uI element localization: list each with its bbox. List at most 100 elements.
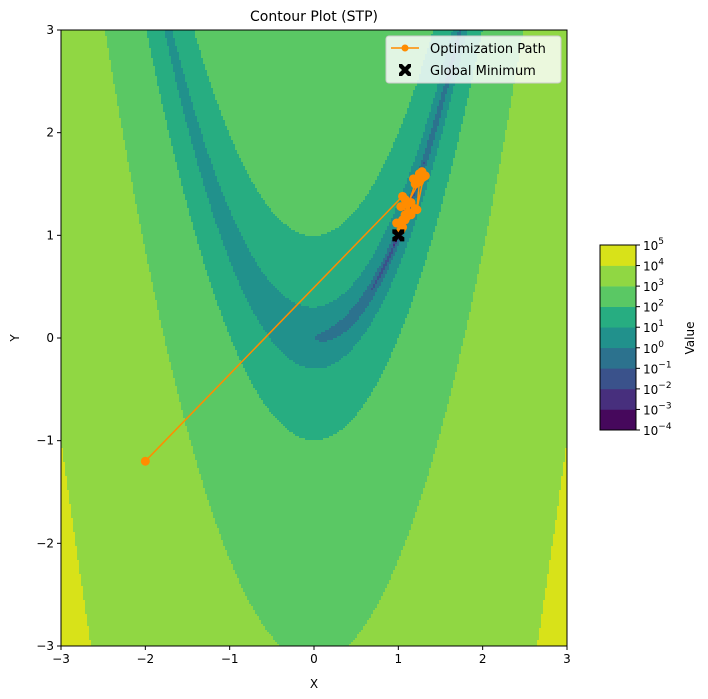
contour-band-cell	[61, 532, 75, 535]
contour-band-cell	[151, 54, 169, 57]
contour-band-cell	[235, 148, 391, 151]
contour-band-cell	[251, 254, 373, 257]
contour-band-cell	[213, 216, 233, 219]
contour-band-cell	[201, 50, 427, 53]
contour-band-cell	[131, 174, 179, 177]
contour-band-cell	[201, 56, 425, 59]
contour-band-cell	[229, 556, 399, 559]
contour-bands	[61, 30, 567, 646]
contour-band-cell	[61, 206, 137, 209]
contour-band-cell	[397, 268, 423, 271]
contour-band-cell	[473, 294, 567, 297]
contour-band-cell	[349, 352, 391, 355]
contour-band-cell	[61, 638, 89, 641]
contour-band-cell	[451, 168, 499, 171]
contour-band-cell	[61, 274, 151, 277]
contour-band-cell	[85, 604, 251, 607]
contour-band-cell	[285, 426, 345, 429]
contour-band-cell	[407, 108, 431, 111]
contour-band-cell	[543, 602, 567, 605]
contour-band-cell	[211, 206, 229, 209]
contour-band-cell	[169, 358, 239, 361]
contour-band-cell	[255, 258, 371, 261]
contour-band-cell	[185, 116, 197, 119]
contour-band-cell	[299, 436, 329, 439]
contour-band-cell	[61, 146, 125, 149]
contour-band-cell	[61, 224, 141, 227]
contour-band-cell	[435, 452, 565, 455]
contour-band-cell	[541, 626, 567, 629]
contour-band-cell	[225, 322, 259, 325]
contour-band-cell	[461, 124, 507, 127]
contour-band-cell	[177, 50, 201, 53]
contour-band-cell	[393, 348, 461, 351]
contour-band-cell	[225, 196, 261, 199]
contour-band-cell	[71, 508, 211, 511]
contour-band-cell	[523, 34, 567, 37]
contour-band-cell	[441, 134, 459, 137]
contour-band-cell	[61, 140, 125, 143]
contour-band-cell	[237, 150, 391, 153]
contour-band-cell	[201, 130, 229, 133]
contour-band-cell	[405, 226, 413, 229]
y-tick-label: −2	[36, 536, 54, 550]
contour-band-cell	[469, 314, 567, 317]
contour-band-cell	[399, 556, 551, 559]
contour-band-cell	[403, 256, 427, 259]
contour-band-cell	[395, 274, 421, 277]
contour-band-cell	[363, 270, 377, 273]
contour-band-cell	[369, 260, 383, 263]
contour-band-cell	[373, 256, 385, 259]
contour-band-cell	[559, 500, 567, 503]
contour-band-cell	[427, 160, 435, 163]
contour-band-cell	[425, 162, 427, 165]
contour-band-cell	[61, 604, 85, 607]
contour-band-cell	[447, 114, 465, 117]
legend-label-path: Optimization Path	[430, 42, 546, 57]
contour-band-cell	[167, 122, 187, 125]
contour-band-cell	[277, 642, 351, 645]
contour-band-cell	[509, 108, 567, 111]
contour-band-cell	[179, 54, 201, 57]
contour-band-cell	[415, 158, 423, 161]
contour-band-cell	[61, 126, 121, 129]
contour-band-cell	[191, 138, 203, 141]
contour-band-cell	[235, 348, 279, 351]
contour-band-cell	[109, 54, 151, 57]
y-tick-label: −3	[36, 639, 54, 653]
contour-band-cell	[75, 540, 223, 543]
contour-band-cell	[429, 138, 435, 141]
contour-band-cell	[235, 274, 265, 277]
contour-band-cell	[65, 462, 197, 465]
contour-band-cell	[401, 126, 425, 129]
contour-band-cell	[61, 292, 155, 295]
contour-band-cell	[375, 608, 543, 611]
contour-band-cell	[179, 96, 191, 99]
contour-band-cell	[197, 158, 211, 161]
contour-band-cell	[435, 136, 441, 139]
contour-band-cell	[427, 164, 433, 167]
contour-band-cell	[193, 226, 217, 229]
contour-band-cell	[61, 298, 155, 301]
contour-band-cell	[259, 616, 371, 619]
contour-band-cell	[61, 284, 153, 287]
contour-band-cell	[437, 84, 445, 87]
contour-band-cell	[559, 492, 567, 495]
contour-band-cell	[409, 172, 417, 175]
contour-band-cell	[61, 172, 131, 175]
contour-band-cell	[191, 98, 215, 101]
contour-band-cell	[181, 98, 191, 101]
contour-band-cell	[61, 100, 117, 103]
contour-band-cell	[431, 108, 437, 111]
contour-band-cell	[427, 118, 435, 121]
contour-band-cell	[61, 184, 133, 187]
contour-band-cell	[391, 256, 393, 259]
contour-band-cell	[193, 148, 207, 151]
contour-band-cell	[371, 322, 405, 325]
contour-band-cell	[149, 38, 167, 41]
contour-band-cell	[61, 232, 141, 235]
contour-band-cell	[453, 86, 471, 89]
contour-band-cell	[437, 222, 489, 225]
contour-band-cell	[123, 130, 169, 133]
contour-band-cell	[61, 398, 179, 401]
